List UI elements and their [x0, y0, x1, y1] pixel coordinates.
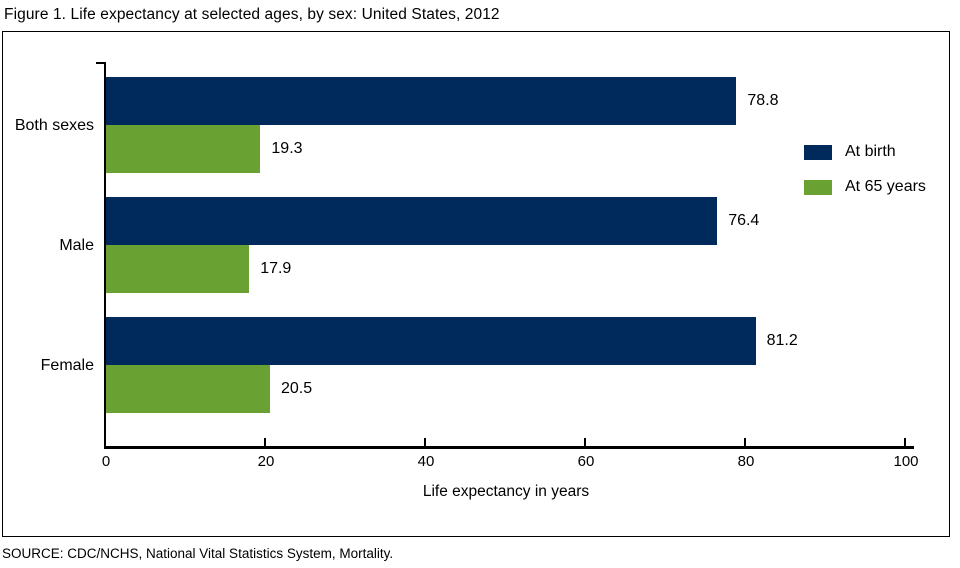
source-note: SOURCE: CDC/NCHS, National Vital Statist… — [2, 546, 394, 561]
category-label: Both sexes — [14, 116, 94, 134]
x-axis-tick-label: 100 — [893, 453, 919, 470]
x-axis-tick-mark — [264, 438, 266, 446]
legend-swatch-at-65-years — [804, 179, 832, 195]
x-axis-tick-mark — [744, 438, 746, 446]
bar-value-label: 78.8 — [747, 92, 779, 109]
x-axis-tick-label: 60 — [577, 453, 595, 470]
bar-value-label: 17.9 — [260, 260, 292, 277]
x-axis-tick-mark — [904, 438, 906, 446]
plot-area: 78.8 19.3 76.4 17.9 81.2 20.5 — [96, 62, 914, 449]
bar-value-label: 81.2 — [766, 332, 798, 349]
bar-value-label: 76.4 — [728, 212, 760, 229]
legend-item: At birth — [804, 143, 926, 161]
x-axis-tick-label: 40 — [417, 453, 435, 470]
x-axis-title: Life expectancy in years — [422, 483, 590, 500]
bar-at-65-years — [106, 365, 270, 413]
y-axis-top-tick — [96, 62, 105, 64]
legend-item: At 65 years — [804, 178, 926, 196]
x-axis-tick-labels: 0 20 40 60 80 100 — [102, 453, 919, 473]
x-axis-tick-mark — [584, 438, 586, 446]
bar-at-birth — [106, 77, 737, 125]
bar-at-65-years — [106, 125, 261, 173]
x-axis-line — [104, 446, 914, 449]
bar-at-65-years — [106, 245, 250, 293]
x-axis-tick-mark — [424, 438, 426, 446]
x-axis-tick-label: 0 — [101, 453, 111, 470]
category-label: Female — [40, 356, 94, 374]
bar-value-label: 20.5 — [281, 380, 313, 397]
category-label: Male — [59, 236, 94, 254]
legend-label: At 65 years — [845, 178, 926, 195]
legend: At birth At 65 years — [804, 143, 926, 213]
bar-at-birth — [106, 317, 756, 365]
chart-frame: 78.8 19.3 76.4 17.9 81.2 20.5 0 20 40 60 80 100 Li… — [2, 31, 950, 537]
bar-value-label: 19.3 — [271, 140, 303, 157]
x-axis-tick-label: 20 — [257, 453, 275, 470]
figure-title: Figure 1. Life expectancy at selected ag… — [4, 6, 500, 23]
y-axis-line — [104, 62, 106, 449]
legend-label: At birth — [845, 143, 896, 160]
legend-swatch-at-birth — [804, 144, 832, 160]
x-axis-tick-label: 80 — [737, 453, 755, 470]
bar-at-birth — [106, 197, 718, 245]
